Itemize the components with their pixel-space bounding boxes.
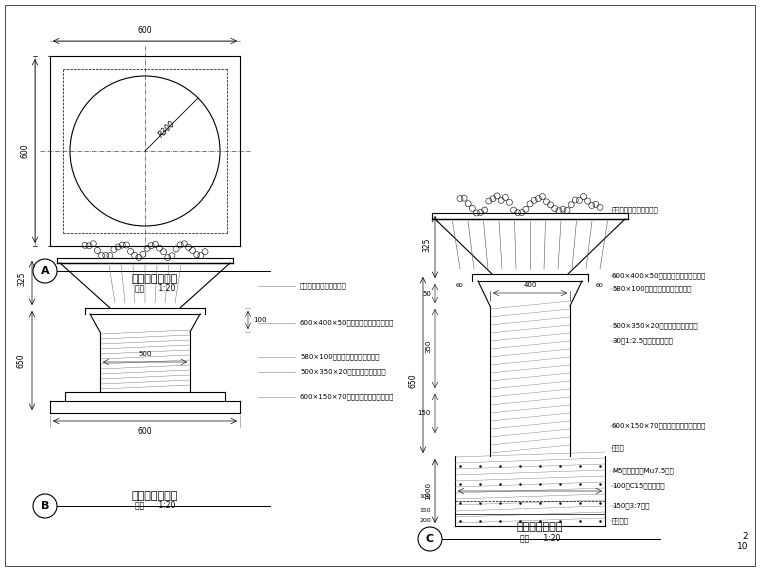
Text: 600×400×50厚黄金麻花岗岩台阶压顶: 600×400×50厚黄金麻花岗岩台阶压顶	[612, 273, 706, 279]
Text: 650: 650	[17, 353, 26, 368]
Text: 100厚C15混凝土垫层: 100厚C15混凝土垫层	[612, 482, 665, 489]
Text: M5水泥砂浆砌Mu7.5标砖: M5水泥砂浆砌Mu7.5标砖	[612, 468, 674, 475]
Text: 325: 325	[17, 271, 26, 286]
Text: 立柱花钵立面图: 立柱花钵立面图	[131, 491, 178, 501]
Text: R300: R300	[157, 119, 177, 139]
Text: 600×400×50厚黄金麻花岗岩台阶压顶: 600×400×50厚黄金麻花岗岩台阶压顶	[300, 320, 394, 326]
Text: 1000: 1000	[425, 482, 431, 500]
Text: 50: 50	[422, 291, 431, 296]
Text: 150: 150	[418, 410, 431, 416]
Text: 580×100厚黄金麻花岗岩台阶线条: 580×100厚黄金麻花岗岩台阶线条	[612, 286, 692, 292]
Text: 100: 100	[253, 317, 267, 323]
Text: 比例      1:20: 比例 1:20	[135, 501, 176, 509]
Text: 150: 150	[420, 508, 431, 513]
Text: 30厚1:2.5水泥砂浆结合层: 30厚1:2.5水泥砂浆结合层	[612, 337, 673, 344]
Text: 素土夯实: 素土夯实	[612, 518, 629, 524]
Text: 600: 600	[138, 26, 152, 35]
Text: 150厚3:7灰土: 150厚3:7灰土	[612, 502, 650, 509]
Text: 100: 100	[420, 493, 431, 498]
Text: 立柱花钵剖面图: 立柱花钵剖面图	[517, 522, 563, 532]
Text: 500: 500	[138, 351, 152, 357]
Text: 650: 650	[408, 373, 417, 388]
Text: 2
10: 2 10	[736, 532, 748, 551]
Text: 600×150×70厚黄金麻花岗岩台阶线条: 600×150×70厚黄金麻花岗岩台阶线条	[612, 423, 706, 429]
Text: 比例      1:20: 比例 1:20	[135, 283, 176, 292]
Text: C: C	[426, 534, 434, 544]
Text: 60: 60	[456, 283, 464, 288]
Text: 600×150×70厚黄金麻花岗岩台阶线条: 600×150×70厚黄金麻花岗岩台阶线条	[300, 393, 394, 400]
Text: A: A	[41, 266, 49, 276]
Text: 成品花钵（由甲方选定）: 成品花钵（由甲方选定）	[612, 207, 659, 214]
Text: 立柱花钵平面图: 立柱花钵平面图	[131, 274, 178, 284]
Text: 成品花钵（由甲方选定）: 成品花钵（由甲方选定）	[300, 282, 347, 289]
Text: 200: 200	[420, 518, 431, 524]
Text: 350: 350	[425, 339, 431, 353]
Text: 500×350×20厚芝麻灰花岗岩贴面: 500×350×20厚芝麻灰花岗岩贴面	[612, 323, 698, 329]
Text: 400: 400	[524, 282, 537, 288]
Text: 580×100厚黄金麻花岗岩台阶线条: 580×100厚黄金麻花岗岩台阶线条	[300, 353, 379, 360]
Text: 500×350×20厚芝麻灰花岗岩贴面: 500×350×20厚芝麻灰花岗岩贴面	[300, 369, 385, 375]
Text: 比例      1:20: 比例 1:20	[520, 533, 560, 542]
Text: 排水管: 排水管	[612, 445, 625, 451]
Text: 600: 600	[20, 144, 29, 158]
Text: B: B	[41, 501, 49, 511]
Text: 600: 600	[138, 427, 152, 436]
Text: 325: 325	[422, 238, 431, 252]
Text: 60: 60	[596, 283, 604, 288]
